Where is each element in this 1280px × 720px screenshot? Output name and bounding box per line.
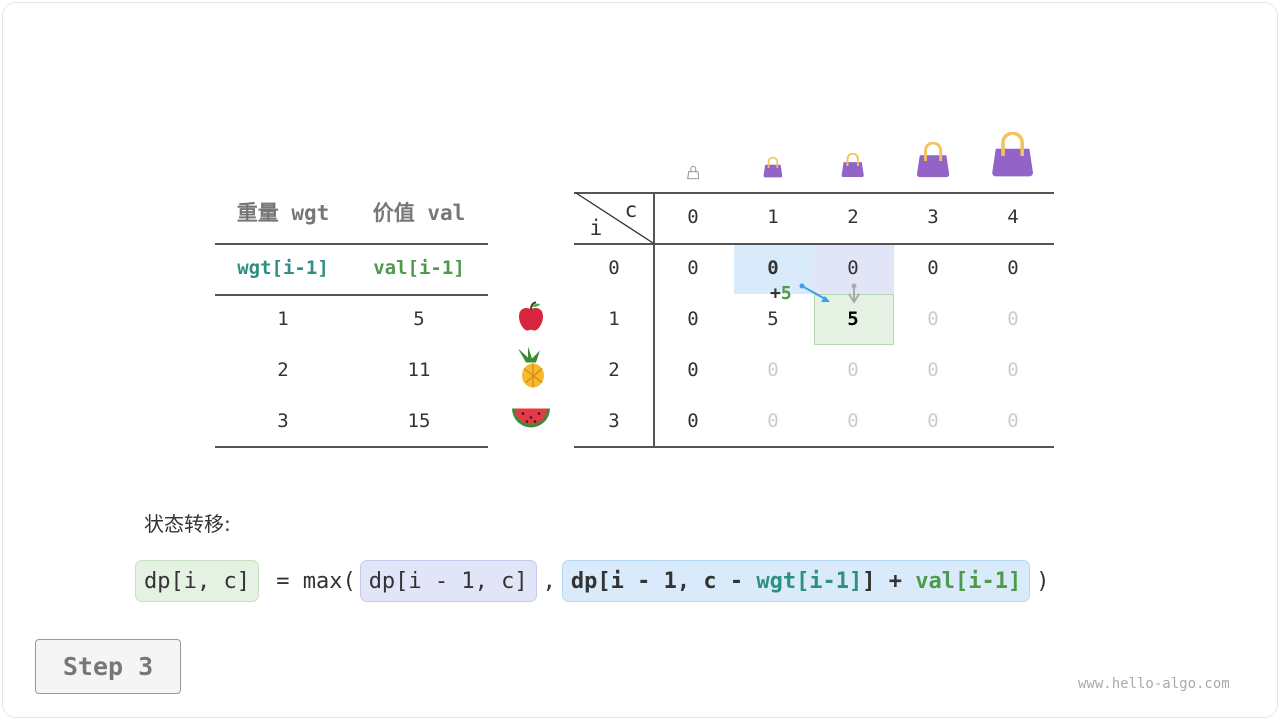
dp-cell: 0	[927, 308, 939, 330]
bag-icon	[763, 156, 783, 182]
pineapple-icon	[514, 346, 548, 394]
formula-wgt: wgt[i-1]	[756, 568, 863, 594]
dp-cell: 5	[767, 308, 779, 330]
col-header: 2	[847, 206, 859, 228]
row-header: 0	[608, 257, 620, 279]
corner-row-label: i	[589, 216, 603, 240]
formula-max: = max(	[262, 568, 356, 594]
formula-lhs: dp[i, c]	[135, 560, 259, 602]
items-cell: 11	[407, 359, 431, 381]
col-header: 4	[1007, 206, 1019, 228]
dp-cell: 0	[687, 410, 699, 432]
dp-cell: 0	[767, 410, 779, 432]
row-header: 1	[608, 308, 620, 330]
dp-cell: 0	[847, 359, 859, 381]
divider	[574, 243, 1054, 245]
items-cell: 1	[277, 308, 289, 330]
dp-cell: 0	[687, 359, 699, 381]
dp-cell: 0	[1007, 359, 1019, 381]
dp-cell: 0	[847, 257, 859, 279]
corner-col-label: c	[624, 198, 638, 222]
dp-cell: 0	[927, 359, 939, 381]
dp-cell: 0	[1007, 257, 1019, 279]
transition-label: 状态转移:	[144, 512, 231, 536]
formula-comma: ,	[542, 568, 556, 594]
items-subheader: wgt[i-1]	[237, 257, 329, 279]
divider	[653, 192, 655, 446]
divider	[215, 294, 488, 296]
plus-sign: +	[770, 283, 781, 304]
bag-icon	[991, 131, 1034, 182]
corner-diagonal	[574, 192, 654, 248]
watermelon-icon	[510, 405, 552, 438]
gain-annotation: +5	[770, 283, 792, 304]
col-header: 1	[767, 206, 779, 228]
dp-cell: 0	[1007, 308, 1019, 330]
watermark: www.hello-algo.com	[1078, 676, 1230, 692]
dp-cell: 0	[927, 410, 939, 432]
bag-icon	[916, 141, 950, 182]
items-cell: 15	[407, 410, 431, 432]
gain-value: 5	[780, 283, 792, 304]
formula-b-part2: ] +	[862, 568, 916, 594]
items-cell: 5	[413, 308, 425, 330]
row-header: 3	[608, 410, 620, 432]
col-header: 3	[927, 206, 939, 228]
apple-icon	[516, 301, 546, 338]
items-cell: 2	[277, 359, 289, 381]
formula-val: val[i-1]	[915, 568, 1022, 594]
formula-option-b: dp[i - 1, c - wgt[i-1]] + val[i-1]	[561, 560, 1031, 602]
divider	[574, 192, 1054, 194]
formula: dp[i, c] = max( dp[i - 1, c] , dp[i - 1,…	[135, 559, 1050, 603]
items-cell: 3	[277, 410, 289, 432]
dp-cell: 0	[687, 308, 699, 330]
dp-cell: 0	[767, 257, 779, 279]
bag-icon	[686, 165, 700, 184]
dp-cell: 0	[1007, 410, 1019, 432]
items-header: 价值 val	[372, 201, 466, 225]
step-button[interactable]: Step 3	[35, 639, 181, 694]
row-header: 2	[608, 359, 620, 381]
formula-option-a: dp[i - 1, c]	[359, 560, 537, 602]
items-subheader: val[i-1]	[373, 257, 465, 279]
dp-cell: 0	[927, 257, 939, 279]
divider	[574, 446, 1054, 448]
divider	[215, 243, 488, 245]
transition-arrows	[795, 280, 865, 314]
formula-b-part: dp[i - 1, c -	[570, 568, 757, 594]
dp-cell: 0	[687, 257, 699, 279]
dp-cell: 0	[767, 359, 779, 381]
dp-cell: 0	[847, 410, 859, 432]
formula-close: )	[1036, 568, 1050, 594]
dp-cell: 5	[847, 308, 859, 330]
bag-icon	[841, 153, 865, 182]
divider	[215, 446, 488, 448]
col-header: 0	[687, 206, 699, 228]
items-header: 重量 wgt	[236, 201, 330, 225]
